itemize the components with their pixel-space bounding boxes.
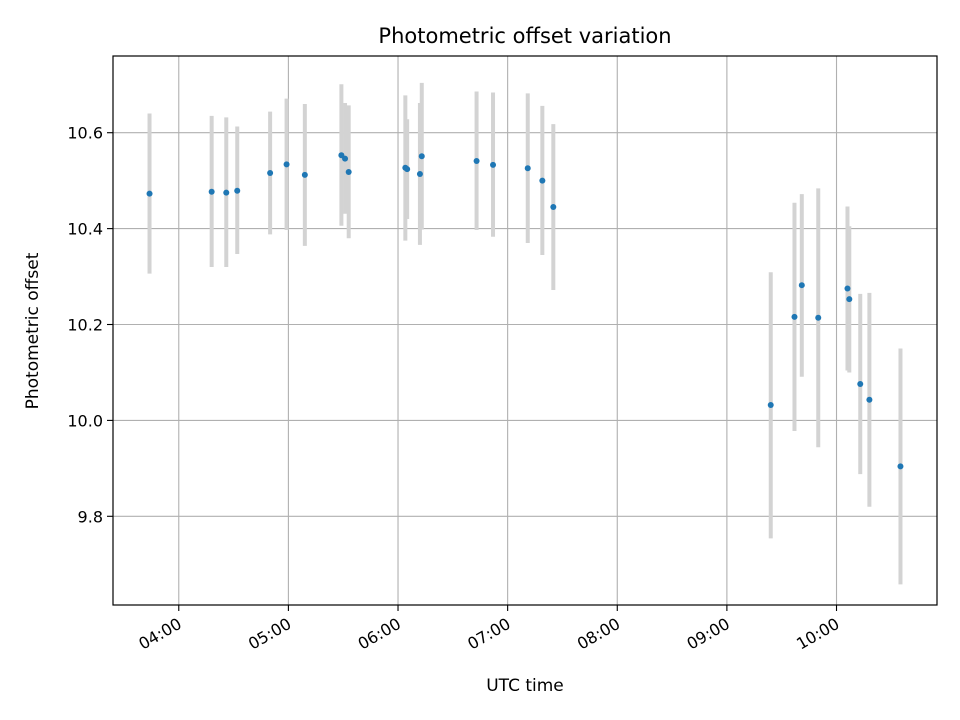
y-tick-label: 10.4 (67, 220, 103, 239)
data-point (234, 187, 241, 194)
data-point (301, 171, 308, 178)
data-point (539, 177, 546, 184)
y-tick-label: 10.2 (67, 316, 103, 335)
data-point (345, 169, 352, 176)
data-point (283, 161, 290, 168)
data-point (846, 296, 853, 303)
data-point (404, 166, 411, 173)
data-point (866, 396, 873, 403)
data-point (767, 402, 774, 409)
data-point (208, 188, 215, 195)
data-point (550, 204, 557, 211)
chart-title: Photometric offset variation (378, 24, 671, 48)
data-point (897, 463, 904, 470)
y-axis-title: Photometric offset (23, 252, 43, 409)
data-point (342, 155, 349, 162)
data-point (524, 165, 531, 172)
data-point (815, 314, 822, 321)
data-point (798, 282, 805, 289)
data-point (490, 161, 497, 168)
data-point (223, 189, 230, 196)
y-tick-label: 9.8 (78, 507, 103, 526)
data-point (416, 170, 423, 177)
data-point (791, 313, 798, 320)
y-tick-label: 10.0 (67, 411, 103, 430)
data-point (473, 158, 480, 165)
data-point (844, 285, 851, 292)
data-point (857, 380, 864, 387)
data-points (146, 152, 904, 470)
data-point (267, 169, 274, 176)
data-point (418, 153, 425, 160)
plot-frame (112, 55, 938, 606)
x-axis-title: UTC time (486, 676, 564, 696)
data-point (146, 190, 153, 197)
y-tick-label: 10.6 (67, 124, 103, 143)
